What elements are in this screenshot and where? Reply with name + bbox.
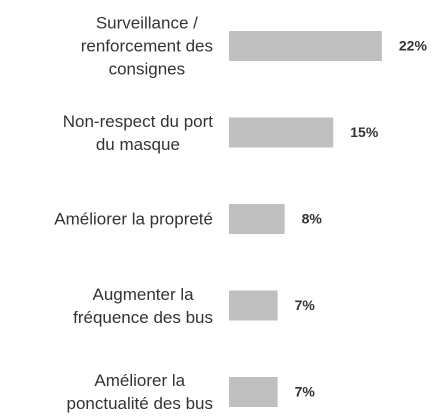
- category-label: Surveillance / renforcement des consigne…: [80, 13, 213, 79]
- value-label: 7%: [295, 297, 316, 313]
- category-label: Augmenter la fréquence des bus: [73, 284, 213, 327]
- bar: [229, 117, 334, 148]
- bar: [229, 377, 278, 407]
- bar: [229, 31, 382, 61]
- value-label: 22%: [399, 38, 428, 54]
- value-label: 8%: [302, 211, 323, 227]
- value-label: 15%: [350, 124, 379, 140]
- category-label: Améliorer la ponctualité des bus: [66, 371, 214, 413]
- bar: [229, 290, 278, 321]
- bar: [229, 204, 285, 234]
- value-label: 7%: [295, 384, 316, 400]
- category-label: Améliorer la propreté: [54, 209, 213, 229]
- category-label: Non-respect du port du masque: [62, 111, 213, 154]
